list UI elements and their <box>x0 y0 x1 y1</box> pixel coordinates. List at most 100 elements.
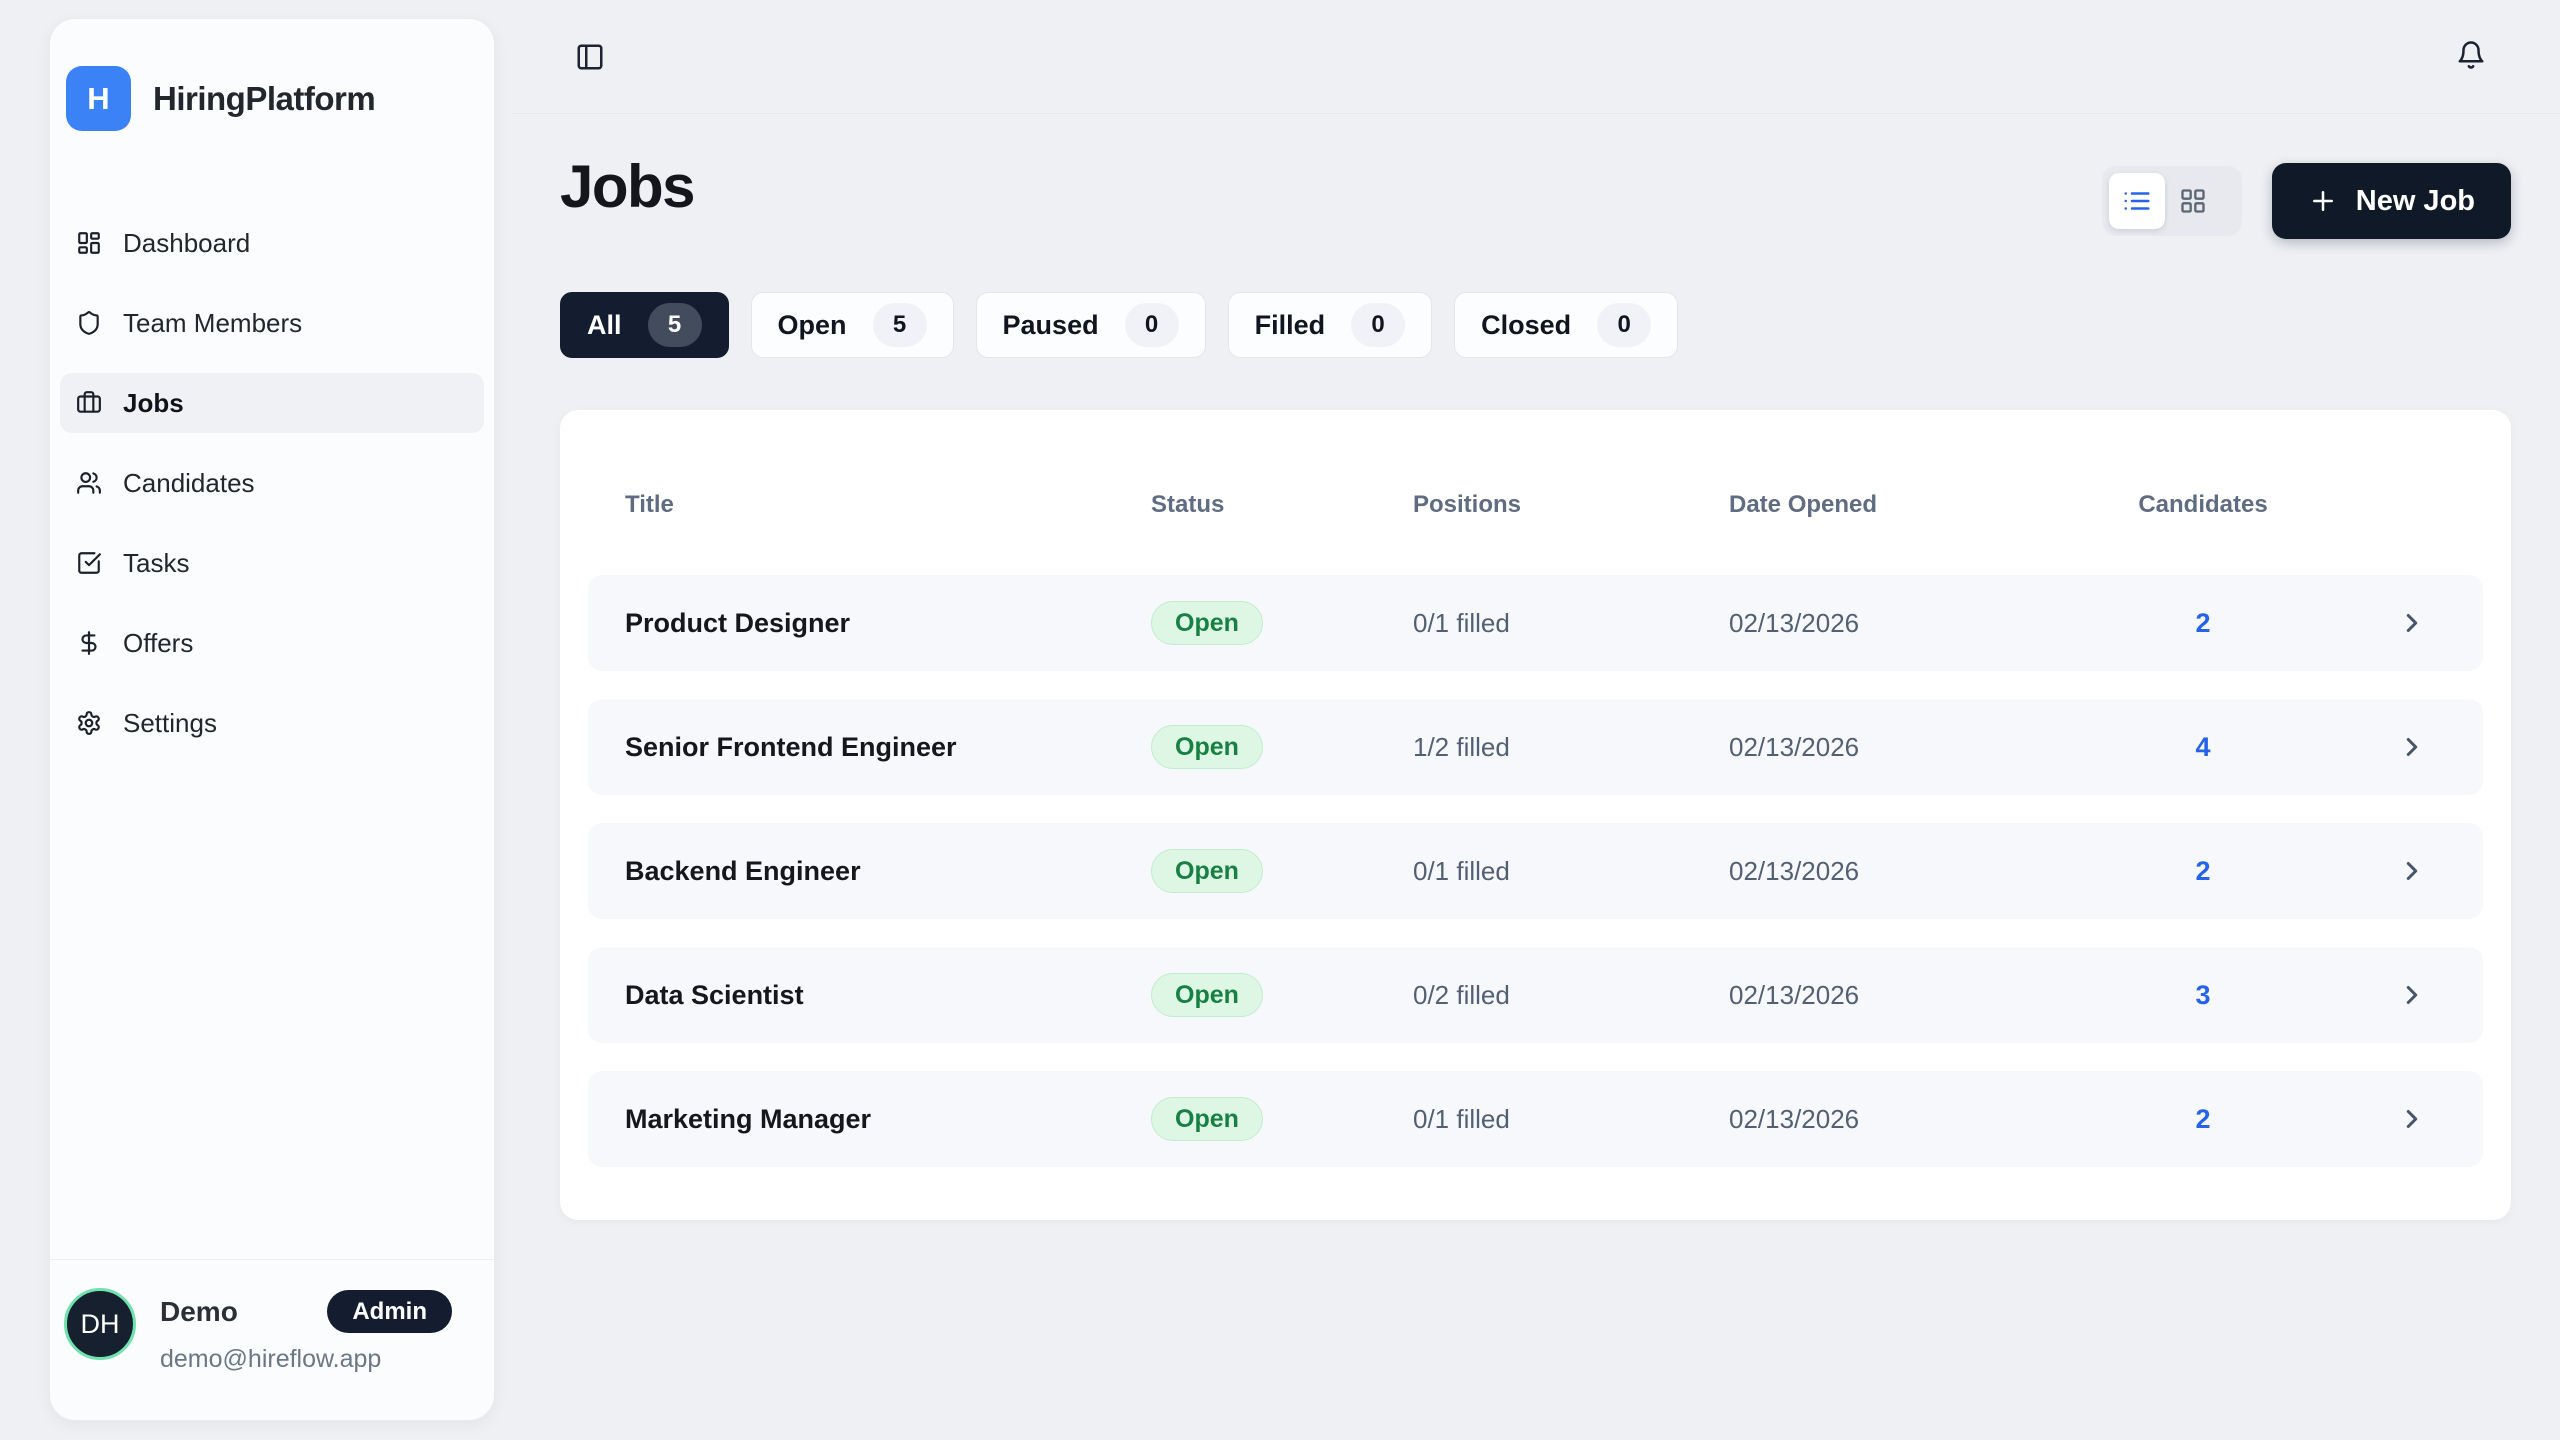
new-job-label: New Job <box>2355 184 2475 217</box>
avatar: DH <box>64 1288 136 1360</box>
sidebar-item-label: Jobs <box>123 387 184 418</box>
view-toggle <box>2101 166 2242 236</box>
job-date-opened: 02/13/2026 <box>1729 731 1860 762</box>
job-date-opened: 02/13/2026 <box>1729 855 1860 886</box>
chevron-right-icon[interactable] <box>2397 856 2427 886</box>
briefcase-icon <box>76 390 102 416</box>
table-row[interactable]: Data Scientist Open 0/2 filled 02/13/202… <box>588 947 2483 1043</box>
job-positions: 0/1 filled <box>1413 607 1510 638</box>
sidebar-item-team-members[interactable]: Team Members <box>76 293 468 353</box>
shield-icon <box>76 310 102 336</box>
table-row[interactable]: Senior Frontend Engineer Open 1/2 filled… <box>588 699 2483 795</box>
sidebar-item-label: Settings <box>123 707 217 738</box>
filter-tab-filled[interactable]: Filled 0 <box>1227 292 1433 358</box>
status-badge: Open <box>1151 1097 1263 1141</box>
filter-tab-label: Paused <box>1002 309 1099 340</box>
sidebar-item-label: Team Members <box>123 307 303 338</box>
dollar-icon <box>76 630 102 656</box>
sidebar-item-settings[interactable]: Settings <box>76 693 468 753</box>
column-header-positions: Positions <box>1413 490 1522 518</box>
job-positions: 0/2 filled <box>1413 979 1510 1010</box>
sidebar-item-candidates[interactable]: Candidates <box>76 453 468 513</box>
filter-tab-label: Filled <box>1254 309 1326 340</box>
table-row[interactable]: Backend Engineer Open 0/1 filled 02/13/2… <box>588 823 2483 919</box>
filter-tab-count: 5 <box>872 303 927 347</box>
chevron-right-icon[interactable] <box>2397 1104 2427 1134</box>
column-header-status: Status <box>1151 490 1225 518</box>
check-square-icon <box>76 550 102 576</box>
user-section[interactable]: DH Demo Admin demo@hireflow.app <box>50 1259 494 1420</box>
status-filter-tabs: All 5 Open 5 Paused 0 Filled 0 Closed 0 <box>560 292 1679 358</box>
column-header-date-opened: Date Opened <box>1729 490 1878 518</box>
filter-tab-closed[interactable]: Closed 0 <box>1454 292 1679 358</box>
topbar <box>512 0 2560 114</box>
filter-tab-count: 0 <box>1124 303 1179 347</box>
status-badge: Open <box>1151 973 1263 1017</box>
job-date-opened: 02/13/2026 <box>1729 979 1860 1010</box>
app-logo-icon: H <box>66 66 131 131</box>
filter-tab-paused[interactable]: Paused 0 <box>975 292 1206 358</box>
gear-icon <box>76 710 102 736</box>
filter-tab-label: All <box>587 309 622 340</box>
job-title: Backend Engineer <box>625 855 861 886</box>
sidebar-item-dashboard[interactable]: Dashboard <box>76 213 468 273</box>
filter-tab-count: 0 <box>1597 303 1652 347</box>
sidebar-item-label: Dashboard <box>123 227 251 258</box>
filter-tab-label: Closed <box>1481 309 1572 340</box>
bell-icon <box>2456 40 2486 70</box>
chevron-right-icon[interactable] <box>2397 980 2427 1010</box>
job-title: Senior Frontend Engineer <box>625 731 957 762</box>
role-badge: Admin <box>327 1290 452 1333</box>
list-icon <box>2122 186 2152 216</box>
job-title: Data Scientist <box>625 979 804 1010</box>
new-job-button[interactable]: New Job <box>2271 163 2511 239</box>
table-row[interactable]: Marketing Manager Open 0/1 filled 02/13/… <box>588 1071 2483 1167</box>
filter-tab-label: Open <box>777 309 847 340</box>
grid-view-button[interactable] <box>2165 173 2221 229</box>
sidebar-toggle-button[interactable] <box>567 34 613 80</box>
sidebar-item-jobs[interactable]: Jobs <box>60 373 484 433</box>
sidebar: H HiringPlatform Dashboard Team Members … <box>49 18 495 1421</box>
sidebar-item-offers[interactable]: Offers <box>76 613 468 673</box>
job-title: Product Designer <box>625 607 851 638</box>
user-name: Demo <box>160 1295 238 1327</box>
app-name: HiringPlatform <box>153 79 376 117</box>
plus-icon <box>2308 186 2338 216</box>
sidebar-item-label: Tasks <box>123 547 190 578</box>
panel-left-icon <box>575 42 605 72</box>
job-candidates-count[interactable]: 2 <box>2195 607 2211 638</box>
table-header: Title Status Positions Date Opened Candi… <box>588 410 2483 575</box>
dashboard-icon <box>76 230 102 256</box>
status-badge: Open <box>1151 849 1263 893</box>
job-positions: 1/2 filled <box>1413 731 1510 762</box>
list-view-button[interactable] <box>2108 173 2165 229</box>
job-candidates-count[interactable]: 2 <box>2195 855 2211 886</box>
filter-tab-all[interactable]: All 5 <box>560 292 729 358</box>
jobs-table-card: Title Status Positions Date Opened Candi… <box>560 410 2511 1220</box>
sidebar-item-tasks[interactable]: Tasks <box>76 533 468 593</box>
job-title: Marketing Manager <box>625 1103 872 1134</box>
main-content: Jobs New Job All 5 Op <box>512 114 2560 1440</box>
job-candidates-count[interactable]: 2 <box>2195 1103 2211 1134</box>
filter-tab-count: 5 <box>647 303 702 347</box>
grid-icon <box>2179 187 2207 215</box>
job-candidates-count[interactable]: 3 <box>2195 979 2211 1010</box>
column-header-candidates: Candidates <box>2138 490 2268 518</box>
job-date-opened: 02/13/2026 <box>1729 1103 1860 1134</box>
page-title: Jobs <box>560 153 696 220</box>
user-email: demo@hireflow.app <box>160 1345 382 1373</box>
table-row[interactable]: Product Designer Open 0/1 filled 02/13/2… <box>588 575 2483 671</box>
filter-tab-count: 0 <box>1351 303 1406 347</box>
app-logo: H HiringPlatform <box>50 19 494 131</box>
chevron-right-icon[interactable] <box>2397 608 2427 638</box>
sidebar-item-label: Offers <box>123 627 194 658</box>
sidebar-nav: Dashboard Team Members Jobs Candidates T… <box>50 213 494 753</box>
chevron-right-icon[interactable] <box>2397 732 2427 762</box>
status-badge: Open <box>1151 725 1263 769</box>
job-candidates-count[interactable]: 4 <box>2195 731 2211 762</box>
filter-tab-open[interactable]: Open 5 <box>750 292 954 358</box>
status-badge: Open <box>1151 601 1263 645</box>
job-date-opened: 02/13/2026 <box>1729 607 1860 638</box>
notifications-button[interactable] <box>2448 32 2494 78</box>
column-header-title: Title <box>625 490 674 518</box>
